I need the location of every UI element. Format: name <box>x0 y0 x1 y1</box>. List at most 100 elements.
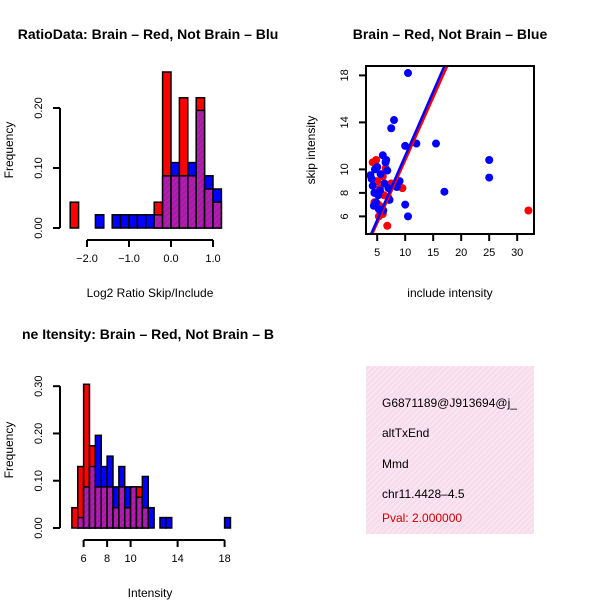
ratio-histogram-bars <box>69 71 223 229</box>
ratio-histogram-x-tick-label: −1.0 <box>118 253 140 265</box>
ratio-histogram-x-tick-label: −2.0 <box>76 253 98 265</box>
intensity-histogram-overlap-bar <box>129 486 138 529</box>
ratio-histogram-bar <box>119 214 130 229</box>
intensity-histogram-bar <box>165 516 173 529</box>
ratio-histogram-overlap-bar <box>153 214 164 229</box>
not-brain-point <box>383 166 392 175</box>
genomic-location: chr11.4428–4.5 <box>382 487 465 501</box>
intensity-histogram-bar <box>223 516 232 529</box>
intensity-scatter-x-tick-label: 5 <box>374 247 380 259</box>
intensity-scatter: Brain – Red, Not Brain – Blue include in… <box>304 26 547 300</box>
intensity-histogram-y-tick-label: 0.10 <box>33 470 45 491</box>
ratio-histogram-bar <box>145 214 155 229</box>
intensity-histogram-overlap-bar <box>100 486 108 529</box>
ratio-histogram-overlap-bar <box>178 175 189 229</box>
ratio-histogram-axes: −2.0 −1.0 0.0 1.0 0.00 0.10 0.20 <box>33 97 221 265</box>
event-info-panel: G6871189@J913694@j_ altTxEnd Mmd chr11.4… <box>366 366 534 534</box>
intensity-scatter-ylabel: skip intensity <box>304 116 318 185</box>
gene-name: Mmd <box>382 457 409 471</box>
intensity-scatter-plot-area <box>367 67 533 233</box>
ratio-histogram-overlap-bar <box>161 175 172 229</box>
intensity-histogram-overlap-bar <box>94 486 102 529</box>
intensity-scatter-x-tick-label: 30 <box>511 247 523 259</box>
ratio-histogram-bar <box>69 201 80 229</box>
intensity-histogram-x-tick-label: 18 <box>218 553 230 565</box>
not-brain-point <box>440 187 449 196</box>
intensity-histogram-overlap-bar <box>112 506 120 529</box>
intensity-histogram-bars <box>71 383 232 529</box>
intensity-scatter-x-tick-label: 20 <box>455 247 467 259</box>
intensity-histogram-overlap-bar <box>76 516 85 529</box>
ratio-histogram-overlap-bar <box>187 175 197 229</box>
intensity-scatter-points <box>367 67 533 233</box>
intensity-histogram-x-tick-label: 10 <box>124 553 136 565</box>
not-brain-point <box>367 174 376 183</box>
brain-point <box>372 155 381 164</box>
ratio-histogram-overlap-bar <box>203 188 214 229</box>
not-brain-point <box>485 173 494 182</box>
ratio-histogram-overlap-bar <box>212 201 223 229</box>
not-brain-point <box>369 201 378 210</box>
brain-point <box>383 221 392 230</box>
ratio-histogram-ylabel: Frequency <box>2 122 16 179</box>
intensity-histogram-bar <box>159 516 167 529</box>
not-brain-point <box>376 186 384 195</box>
not-brain-point <box>485 155 494 164</box>
not-brain-point <box>370 165 379 174</box>
intensity-histogram-bar <box>147 506 155 529</box>
p-value: Pval: 2.000000 <box>382 511 463 525</box>
intensity-histogram-y-tick-label: 0.00 <box>33 517 45 538</box>
intensity-histogram-overlap-bar <box>141 506 149 529</box>
ratio-histogram-x-tick-label: 0.0 <box>163 253 178 265</box>
ratio-histogram-y-tick-label: 0.10 <box>33 157 45 178</box>
intensity-scatter-axes: 5 10 15 20 25 30 6 8 10 14 18 <box>339 69 523 259</box>
ratio-histogram-bar <box>111 214 122 229</box>
intensity-histogram-bar <box>71 506 79 529</box>
intensity-histogram-x-tick-label: 6 <box>81 553 87 565</box>
ratio-histogram-y-tick-label: 0.00 <box>33 217 45 238</box>
not-brain-point <box>404 69 412 78</box>
ratio-histogram-x-tick-label: 1.0 <box>205 253 220 265</box>
not-brain-point <box>401 200 410 209</box>
intensity-scatter-y-tick-label: 14 <box>339 116 351 128</box>
intensity-scatter-y-tick-label: 6 <box>339 213 351 219</box>
ratio-histogram-bar <box>128 214 139 229</box>
ratio-histogram: RatioData: Brain – Red, Not Brain – Blu … <box>2 26 278 300</box>
ratio-histogram-overlap-bar <box>170 175 181 229</box>
intensity-histogram-x-tick-label: 8 <box>104 553 110 565</box>
event-type: altTxEnd <box>382 426 430 440</box>
not-brain-point <box>382 155 391 164</box>
ratio-histogram-xlabel: Log2 Ratio Skip/Include <box>87 286 214 300</box>
intensity-histogram-axes: 6 8 10 14 18 0.00 0.10 0.20 0.30 <box>33 375 231 565</box>
not-brain-fit-line <box>370 67 446 233</box>
intensity-histogram-overlap-bar <box>88 465 97 529</box>
not-brain-point <box>432 139 440 148</box>
intensity-histogram-y-tick-label: 0.30 <box>33 375 45 396</box>
intensity-histogram-overlap-bar <box>135 496 144 529</box>
not-brain-point <box>387 124 396 133</box>
intensity-scatter-xlabel: include intensity <box>407 286 492 300</box>
intensity-scatter-plot-box <box>365 65 535 235</box>
brain-point <box>524 206 533 215</box>
intensity-scatter-y-tick-label: 18 <box>339 69 351 81</box>
ratio-histogram-overlap-bar <box>195 109 206 229</box>
ratio-histogram-bar <box>94 214 105 229</box>
ratio-histogram-title: RatioData: Brain – Red, Not Brain – Blu <box>18 26 279 42</box>
intensity-histogram-title: ne Itensity: Brain – Red, Not Brain – B <box>22 326 274 342</box>
intensity-scatter-y-tick-label: 8 <box>339 190 351 196</box>
intensity-scatter-x-tick-label: 15 <box>427 247 439 259</box>
not-brain-point <box>376 170 385 179</box>
intensity-scatter-x-tick-label: 25 <box>483 247 495 259</box>
intensity-histogram: ne Itensity: Brain – Red, Not Brain – B … <box>2 326 274 600</box>
not-brain-point <box>368 181 377 190</box>
ratio-histogram-bar <box>136 214 147 229</box>
intensity-histogram-xlabel: Intensity <box>128 586 173 600</box>
intensity-scatter-y-tick-label: 10 <box>339 163 351 175</box>
ratio-histogram-y-tick-label: 0.20 <box>33 97 45 118</box>
not-brain-point <box>390 116 398 125</box>
intensity-histogram-overlap-bar <box>118 486 126 529</box>
intensity-histogram-overlap-bar <box>106 486 114 529</box>
intensity-scatter-title: Brain – Red, Not Brain – Blue <box>353 26 548 42</box>
not-brain-point <box>404 212 412 221</box>
